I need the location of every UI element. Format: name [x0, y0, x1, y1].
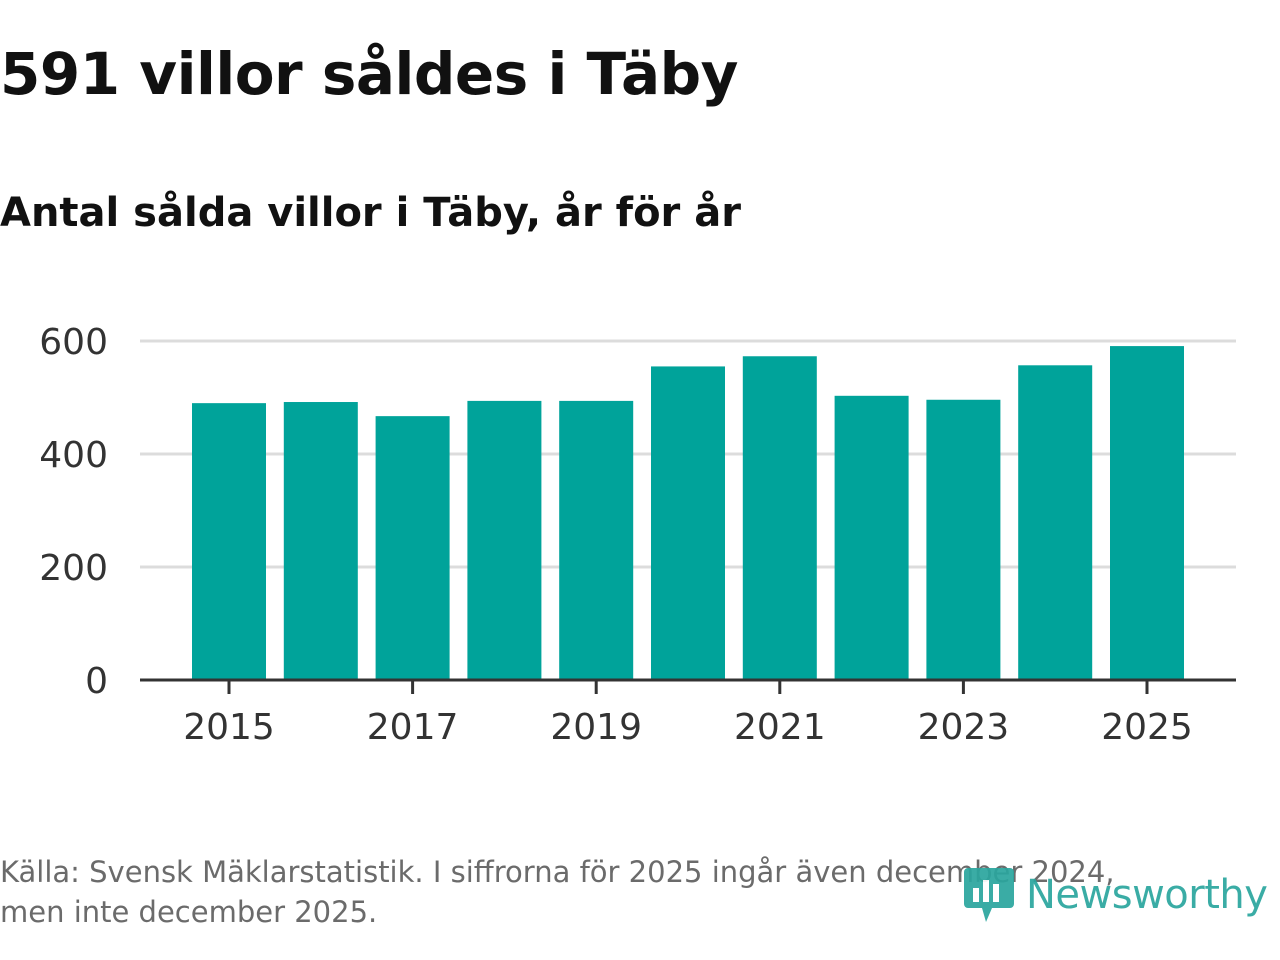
bar-2020 — [651, 366, 725, 680]
x-tick-label-2021: 2021 — [734, 707, 826, 748]
axes: 0 200 400 600 2015 2017 2019 2021 2023 2025 — [39, 322, 1236, 748]
bar-2016 — [283, 402, 358, 680]
y-tick-label-0: 0 — [85, 661, 108, 702]
bar-2022 — [834, 395, 909, 680]
bar-chart: 0 200 400 600 2015 2017 2019 2021 2023 2025 — [39, 322, 1236, 748]
footnote-line-1: Källa: Svensk Mäklarstatistik. I siffror… — [0, 855, 1115, 889]
x-tick-label-2023: 2023 — [918, 707, 1010, 748]
bar-2023 — [926, 399, 1001, 680]
bar-2017 — [375, 416, 450, 680]
chart-title: 591 villor såldes i Täby — [0, 40, 738, 108]
logo-text: Newsworthy — [1026, 872, 1268, 918]
chart-subtitle: Antal sålda villor i Täby, år för år — [0, 190, 741, 236]
y-tick-label-400: 400 — [39, 435, 108, 476]
bar-2025 — [1110, 346, 1184, 680]
newsworthy-logo: Newsworthy — [962, 860, 1268, 930]
newsworthy-logo-icon — [964, 868, 1014, 922]
bar-2018 — [467, 400, 542, 680]
x-tick-label-2019: 2019 — [550, 707, 642, 748]
bar-2019 — [559, 400, 634, 680]
bar-2024 — [1018, 365, 1093, 680]
y-tick-label-600: 600 — [39, 322, 108, 363]
x-tick-label-2017: 2017 — [367, 707, 459, 748]
y-tick-label-200: 200 — [39, 548, 108, 589]
x-tick-label-2015: 2015 — [183, 707, 275, 748]
x-tick-label-2025: 2025 — [1101, 707, 1193, 748]
source-footnote: Källa: Svensk Mäklarstatistik. I siffror… — [0, 852, 1220, 932]
bars — [192, 346, 1184, 680]
bar-2015 — [192, 403, 266, 680]
bar-2021 — [742, 356, 817, 680]
footnote-line-2: men inte december 2025. — [0, 895, 378, 929]
